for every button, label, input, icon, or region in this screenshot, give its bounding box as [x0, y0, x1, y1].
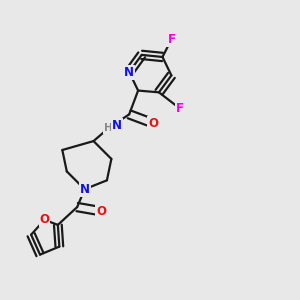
Text: O: O: [148, 117, 158, 130]
Text: N: N: [112, 119, 122, 132]
Text: N: N: [124, 66, 134, 79]
Text: O: O: [96, 205, 106, 218]
Text: F: F: [167, 33, 175, 46]
Text: H: H: [104, 123, 113, 133]
Text: N: N: [80, 183, 90, 196]
Text: O: O: [40, 213, 50, 226]
Text: F: F: [176, 102, 184, 115]
